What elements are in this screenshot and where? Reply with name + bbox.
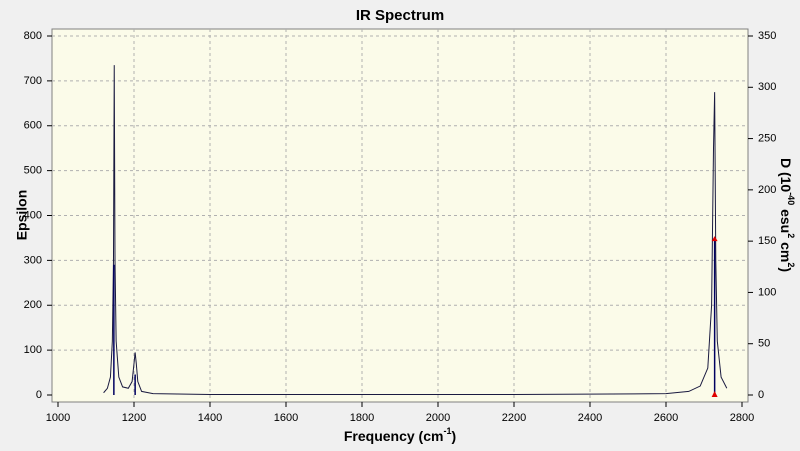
y2-tick-label: 200 — [758, 184, 776, 196]
y-tick-label: 200 — [24, 299, 42, 311]
chart-title: IR Spectrum — [356, 7, 444, 24]
superscript: -1 — [443, 426, 451, 436]
x-tick-label: 1600 — [274, 412, 298, 424]
y-tick-label: 100 — [24, 344, 42, 356]
label-part: Frequency (cm — [344, 428, 444, 444]
x-tick-label: 1400 — [198, 412, 222, 424]
y2-tick-label: 100 — [758, 286, 776, 298]
y-tick-label: 500 — [24, 165, 42, 177]
label-part: cm — [778, 238, 794, 262]
y2-tick-label: 50 — [758, 338, 770, 350]
superscript: 2 — [786, 233, 796, 238]
x-tick-label: 1200 — [122, 412, 146, 424]
label-part: ) — [778, 267, 794, 272]
highlight-base — [711, 391, 718, 397]
x-tick-label: 1800 — [350, 412, 374, 424]
x-tick-label: 1000 — [46, 412, 70, 424]
y2-axis-label: D (10-40 esu2 cm2) — [778, 158, 795, 272]
label-part: D (10 — [778, 158, 794, 192]
label-part: esu — [778, 205, 794, 233]
x-tick-label: 2200 — [502, 412, 526, 424]
label-part: ) — [451, 428, 456, 444]
y-tick-label: 800 — [24, 30, 42, 42]
y-tick-label: 700 — [24, 75, 42, 87]
y2-tick-label: 0 — [758, 389, 764, 401]
x-axis-label: Frequency (cm-1) — [344, 426, 456, 443]
spectrum-line — [103, 65, 728, 396]
y-tick-label: 0 — [36, 389, 42, 401]
x-tick-label: 2800 — [730, 412, 754, 424]
highlight-marker — [711, 236, 718, 242]
superscript: -40 — [786, 192, 796, 205]
y-tick-label: 300 — [24, 254, 42, 266]
x-tick-label: 2400 — [578, 412, 602, 424]
x-tick-label: 2600 — [654, 412, 678, 424]
y2-tick-label: 350 — [758, 30, 776, 42]
y2-tick-label: 300 — [758, 81, 776, 93]
y-tick-label: 600 — [24, 120, 42, 132]
x-tick-label: 2000 — [426, 412, 450, 424]
y2-tick-label: 150 — [758, 235, 776, 247]
y-tick-label: 400 — [24, 209, 42, 221]
superscript: 2 — [786, 262, 796, 267]
y-axis-label: Epsilon — [14, 190, 30, 241]
y2-tick-label: 250 — [758, 132, 776, 144]
